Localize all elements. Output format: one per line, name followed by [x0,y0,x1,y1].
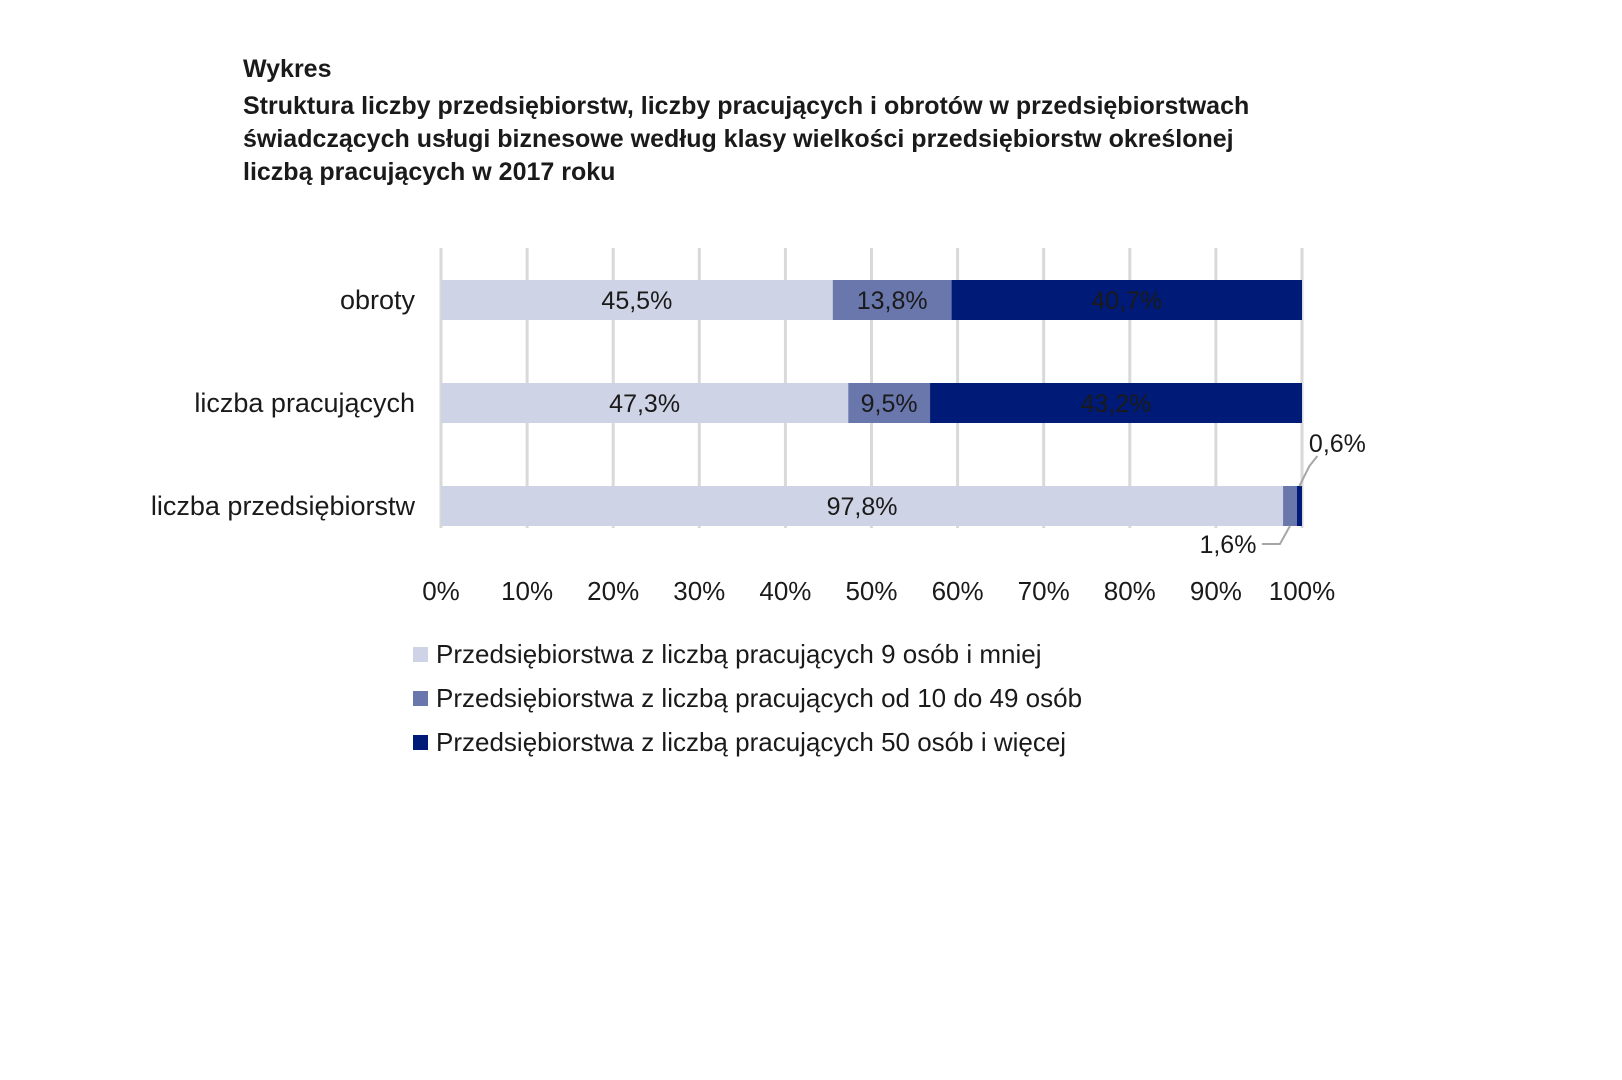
stacked-bar-chart: 0% 10% 20% 30% 40% 50% 60% 70% 80% 90% 100% obroty l… [151,248,1366,606]
bar-segment [441,383,849,423]
x-tick-label: 50% [845,576,897,606]
data-label: 97,8% [827,493,898,521]
chart-title-line-1: Struktura liczby przedsiębiorstw, liczby… [243,92,1250,120]
chart-title-line-2: świadczących usługi biznesowe według kla… [243,125,1234,153]
bar-segment [1296,486,1302,526]
x-tick-label: 40% [759,576,811,606]
x-tick-label: 60% [932,576,984,606]
data-label: 1,6% [1199,531,1256,559]
bar-segment [848,383,931,423]
legend-item: Przedsiębiorstwa z liczbą pracujących od… [413,676,1082,720]
data-label: 9,5% [861,390,918,418]
chart-title-line-3: liczbą pracujących w 2017 roku [243,158,616,186]
bar-segment [930,383,1302,423]
legend-item: Przedsiębiorstwa z liczbą pracujących 50… [413,720,1082,764]
data-label: 13,8% [857,287,928,315]
bar-segment [1283,486,1297,526]
leader-line [1298,455,1319,487]
bar-segment [441,486,1284,526]
x-tick-label: 90% [1190,576,1242,606]
legend-label: Przedsiębiorstwa z liczbą pracujących 9 … [436,638,1042,669]
chart-legend: Przedsiębiorstwa z liczbą pracujących 9 … [413,632,1082,764]
x-tick-label: 100% [1269,576,1336,606]
bar-segment [832,280,952,320]
category-label: liczba przedsiębiorstw [151,491,416,521]
data-label: 40,7% [1091,287,1162,315]
chart-title: Struktura liczby przedsiębiorstw, liczby… [243,90,1393,189]
x-tick-label: 30% [673,576,725,606]
legend-swatch [413,734,428,750]
data-label: 43,2% [1081,390,1152,418]
data-label: 45,5% [601,287,672,315]
x-tick-label: 0% [422,576,460,606]
chart-label: Wykres [243,55,332,83]
category-label: liczba pracujących [194,388,415,418]
bar-segment [951,280,1302,320]
legend-swatch [413,690,428,706]
legend-label: Przedsiębiorstwa z liczbą pracujących od… [436,682,1083,713]
data-label: 0,6% [1309,430,1366,458]
x-tick-label: 10% [501,576,553,606]
x-tick-label: 20% [587,576,639,606]
x-tick-label: 80% [1104,576,1156,606]
legend-label: Przedsiębiorstwa z liczbą pracujących 50… [436,726,1067,757]
leader-line [1261,525,1291,545]
category-label: obroty [340,285,416,315]
data-label: 47,3% [609,390,680,418]
x-tick-label: 70% [1018,576,1070,606]
legend-item: Przedsiębiorstwa z liczbą pracujących 9 … [413,632,1082,676]
legend-swatch [413,646,428,662]
chart-header: Wykres Struktura liczby przedsiębiorstw,… [243,52,1393,189]
bar-segment [441,280,833,320]
